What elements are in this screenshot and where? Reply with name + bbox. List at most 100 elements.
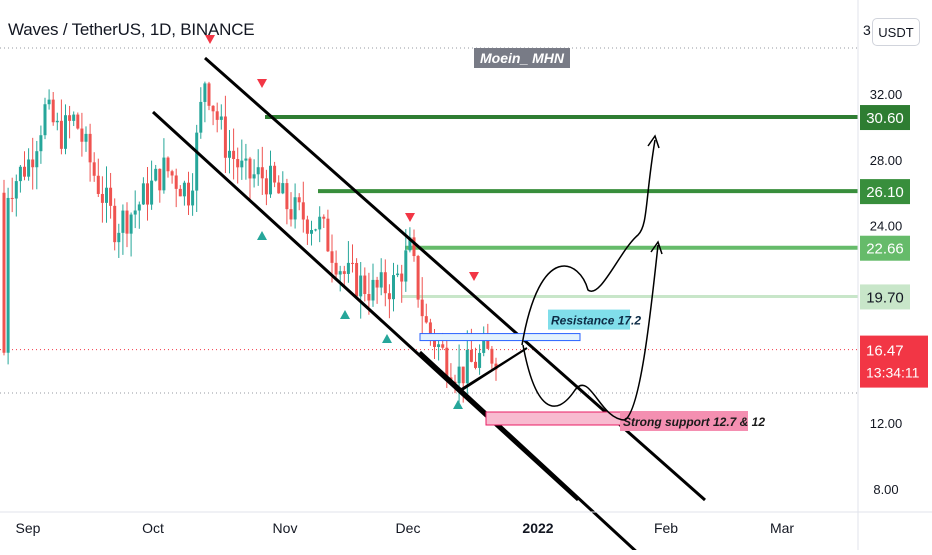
- candle-body: [314, 229, 318, 231]
- pivot-low-marker: [340, 310, 350, 319]
- candle-body: [383, 272, 387, 294]
- candle-body: [211, 105, 215, 112]
- candle-body: [31, 159, 35, 168]
- candle-body: [387, 293, 391, 300]
- level-label: 26.10: [866, 184, 904, 201]
- candle-body: [178, 188, 182, 197]
- candle-body: [51, 99, 55, 123]
- candle-body: [342, 271, 346, 274]
- candle-body: [236, 159, 240, 168]
- candle-body: [412, 237, 416, 257]
- candle-body: [285, 183, 289, 210]
- candle-body: [129, 214, 133, 234]
- candle-body: [310, 230, 313, 234]
- y-tick-label: 28.00: [870, 153, 903, 168]
- y-tick-label: 8.00: [873, 482, 898, 497]
- candle-body: [326, 218, 330, 252]
- candle-body: [219, 116, 223, 120]
- candle-body: [400, 273, 404, 282]
- candle-body: [27, 159, 31, 177]
- current-price-badge: [860, 335, 928, 388]
- candle-body: [146, 183, 149, 205]
- pivot-high-marker: [469, 272, 479, 281]
- candle-body: [117, 232, 121, 243]
- candle-body: [84, 133, 88, 142]
- level-label: 30.60: [866, 110, 904, 127]
- candle-body: [486, 340, 490, 349]
- candle-body: [379, 272, 383, 288]
- candle-body: [428, 322, 432, 335]
- candle-body: [35, 151, 39, 168]
- candle-body: [166, 157, 170, 172]
- candle-body: [293, 197, 297, 220]
- grid: [0, 47, 858, 394]
- level-label: 19.70: [866, 289, 904, 306]
- candle-body: [68, 115, 72, 121]
- channel-lower-line: [151, 110, 580, 502]
- candle-body: [6, 197, 10, 353]
- candle-body: [174, 175, 178, 189]
- x-tick-label: Nov: [273, 520, 298, 536]
- candle-body: [297, 197, 301, 203]
- levels: 30.60 26.10 22.66 19.70 16.47 13:34:11: [265, 105, 928, 388]
- candle-body: [289, 209, 293, 220]
- candle-body: [223, 116, 227, 158]
- candle-body: [170, 171, 174, 176]
- candle-body: [121, 210, 125, 233]
- candle-body: [305, 219, 309, 234]
- currency-partial: 3: [863, 22, 871, 38]
- level-badge: [860, 105, 910, 131]
- candle-body: [39, 135, 43, 152]
- candle-body: [416, 256, 420, 300]
- pivot-low-marker: [382, 334, 392, 343]
- candle-body: [137, 204, 141, 211]
- x-tick-label: Sep: [16, 520, 41, 536]
- candle-body: [396, 273, 400, 276]
- candle-body: [2, 192, 6, 353]
- candle-body: [162, 157, 166, 191]
- candle-body: [420, 299, 424, 317]
- pivot-low-marker: [257, 231, 267, 240]
- candle-body: [482, 340, 486, 353]
- candle-body: [359, 275, 363, 297]
- candle-body: [457, 366, 461, 384]
- level-badge: [860, 284, 910, 310]
- candle-body: [351, 262, 354, 264]
- resistance-label: Resistance 17.2: [551, 314, 641, 328]
- level-label: 22.66: [866, 241, 904, 258]
- candle-body: [203, 83, 207, 102]
- candle-body: [59, 120, 63, 149]
- candle-body: [478, 352, 482, 368]
- level-badge: [860, 235, 910, 261]
- candle-body: [264, 178, 268, 195]
- candle-body: [256, 167, 260, 175]
- candle-body: [14, 181, 18, 199]
- pivot-low-marker: [453, 400, 463, 409]
- candle-body: [187, 182, 190, 206]
- candle-body: [191, 190, 195, 206]
- candle-body: [125, 210, 129, 234]
- candle-body: [80, 128, 84, 142]
- candle-body: [47, 99, 51, 105]
- candle-body: [301, 202, 305, 220]
- candle-body: [281, 183, 285, 194]
- channel-mid-line: [418, 350, 642, 555]
- candle-body: [445, 347, 449, 378]
- x-tick-label: Mar: [770, 520, 794, 536]
- candle-body: [105, 187, 108, 203]
- drawings: Resistance 17.2 Strong support 12.7 & 12: [151, 35, 765, 555]
- candle-body: [72, 114, 76, 121]
- triangle-line: [459, 347, 528, 391]
- candle-body: [133, 210, 137, 215]
- candle-body: [10, 197, 14, 199]
- candle-body: [408, 237, 412, 251]
- candle-body: [322, 216, 326, 219]
- currency-selector[interactable]: USDT: [872, 18, 920, 46]
- candle-body: [437, 344, 441, 347]
- candle-body: [141, 183, 145, 205]
- candle-body: [76, 114, 80, 129]
- current-price-label: 16.47: [866, 343, 904, 360]
